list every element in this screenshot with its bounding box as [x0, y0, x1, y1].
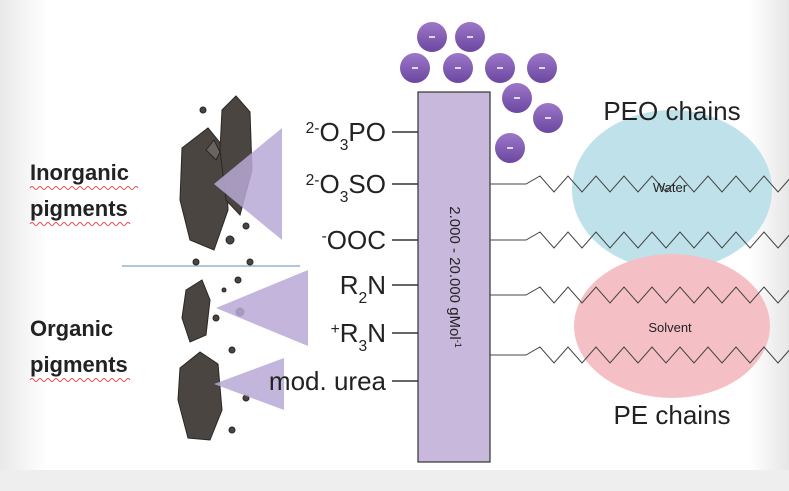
- peo-label: PEO chains: [603, 96, 740, 126]
- text-part: 3: [359, 338, 368, 355]
- text-part: +: [331, 321, 340, 338]
- text-part: N: [367, 270, 386, 300]
- text-part: 2-: [306, 172, 320, 189]
- bottom-band: [0, 470, 789, 491]
- pe-label: PE chains: [613, 400, 730, 430]
- text-part: O: [320, 117, 340, 147]
- group-label: mod. urea: [269, 366, 387, 396]
- text-part: N: [367, 318, 386, 348]
- text-part: -1: [453, 340, 463, 348]
- text-part: 2.000 - 20.000 gMol: [446, 206, 463, 339]
- text-part: PO: [348, 117, 386, 147]
- text-part: mod. urea: [269, 366, 387, 396]
- text-part: R: [340, 318, 359, 348]
- text-part: 2-: [306, 120, 320, 137]
- text-part: 3: [340, 189, 349, 206]
- diagram: Inorganicpigments Organicpigments 2-O3PO…: [0, 0, 789, 491]
- text-part: O: [320, 169, 340, 199]
- molar-mass-label: 2.000 - 20.000 gMol-1: [446, 206, 463, 347]
- text-part: 2: [359, 290, 368, 307]
- text-part: R: [340, 270, 359, 300]
- text-part: OOC: [327, 225, 386, 255]
- water-label: Water: [653, 180, 688, 195]
- group-label: -OOC: [322, 225, 386, 255]
- text-part: SO: [348, 169, 386, 199]
- text-part: 3: [340, 137, 349, 154]
- solvent-label: Solvent: [648, 320, 692, 335]
